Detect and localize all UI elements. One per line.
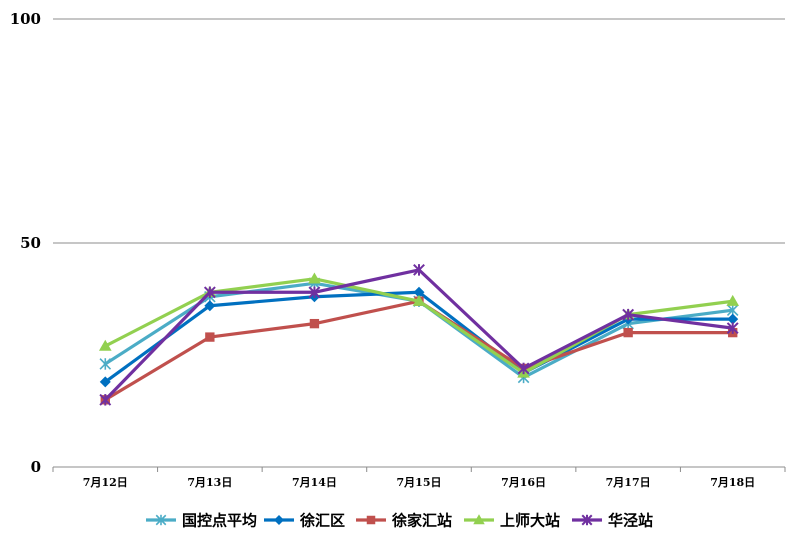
marker-asterisk	[99, 358, 112, 370]
marker-square	[309, 318, 320, 329]
marker-diamond	[413, 286, 425, 298]
triangle-shape	[308, 272, 321, 284]
x-tick-label: 7月18日	[710, 476, 755, 489]
y-tick-label: 100	[10, 10, 41, 28]
marker-triangle	[308, 272, 321, 284]
marker-square	[366, 515, 376, 525]
triangle-shape	[412, 294, 426, 306]
triangle-shape	[98, 339, 112, 351]
x-axis: 7月12日 7月13日 7月14日 7月15日 7月16日 7月17日 7月18日	[52, 467, 786, 489]
square-shape	[366, 515, 376, 525]
legend: 国控点平均 徐汇区 徐家汇站 上师大站 华泾站	[146, 512, 653, 530]
series-4	[99, 263, 739, 406]
legend-label: 上师大站	[500, 512, 560, 530]
diamond-shape	[99, 376, 111, 388]
marker-asterisk	[155, 514, 167, 526]
legend-item: 国控点平均	[146, 512, 257, 530]
y-axis: 0 50 100	[10, 10, 41, 476]
diamond-shape	[274, 515, 284, 525]
square-shape	[205, 332, 215, 342]
marker-star	[726, 322, 739, 335]
x-tick-label: 7月16日	[501, 476, 546, 489]
legend-item: 上师大站	[464, 512, 560, 530]
legend-item: 徐家汇站	[356, 512, 452, 530]
marker-square	[623, 327, 633, 338]
y-tick-label: 50	[20, 234, 41, 252]
x-tick-label: 7月14日	[292, 476, 337, 489]
marker-star	[308, 286, 321, 299]
x-tick-label: 7月17日	[606, 476, 651, 489]
marker-star	[203, 286, 216, 299]
legend-label: 徐汇区	[299, 512, 345, 530]
diamond-shape	[413, 286, 425, 298]
legend-item: 徐汇区	[264, 512, 345, 530]
legend-label: 国控点平均	[182, 512, 257, 530]
square-shape	[623, 327, 633, 338]
square-shape	[309, 318, 320, 329]
legend-item: 华泾站	[572, 512, 653, 530]
marker-triangle	[412, 294, 426, 306]
marker-star	[622, 308, 635, 321]
marker-square	[205, 332, 215, 342]
diamond-shape	[204, 300, 216, 312]
marker-diamond	[204, 300, 216, 312]
y-tick-label: 0	[31, 458, 41, 476]
triangle-shape	[726, 294, 740, 306]
x-tick-label: 7月12日	[83, 476, 128, 489]
legend-label: 徐家汇站	[391, 512, 452, 530]
marker-triangle	[726, 294, 740, 306]
triangle-shape	[473, 514, 485, 525]
marker-star	[581, 514, 593, 526]
x-tick-label: 7月13日	[187, 476, 232, 489]
marker-star	[413, 263, 425, 276]
legend-label: 华泾站	[608, 512, 653, 530]
x-tick-label: 7月15日	[397, 476, 442, 489]
diamond-shape	[727, 313, 739, 325]
marker-diamond	[274, 515, 284, 525]
marker-star	[99, 393, 112, 406]
marker-triangle	[98, 339, 112, 351]
marker-diamond	[99, 376, 111, 388]
marker-triangle	[473, 514, 485, 525]
marker-star	[517, 362, 530, 375]
gridlines	[53, 18, 785, 468]
plot-area	[98, 263, 740, 406]
marker-diamond	[727, 313, 739, 325]
